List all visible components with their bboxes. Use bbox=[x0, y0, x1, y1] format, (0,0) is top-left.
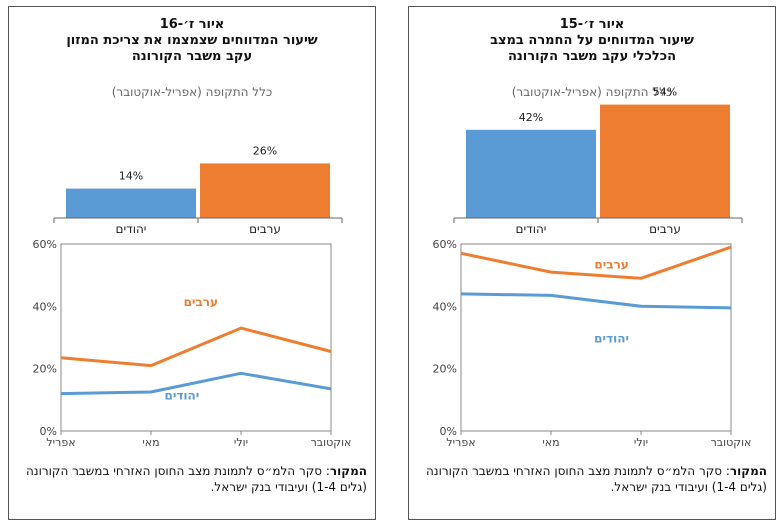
source-text: : סקר הלמ״ס לתמונת מצב החוסן האזרחי במשב… bbox=[425, 464, 767, 494]
bar-category-label: ערבים bbox=[249, 222, 281, 236]
series-label: יהודים bbox=[164, 388, 199, 402]
chart-canvas: 14% יהודים 26% ערבים 0% 20% 40% 60% אפריל מאי יולי… bbox=[33, 144, 352, 449]
figure-number: איור ז׳-15 bbox=[559, 17, 625, 32]
figure-subtitle: כלל התקופה (אפריל-אוקטובר) bbox=[111, 85, 273, 99]
y-tick-label: 0% bbox=[40, 425, 57, 438]
source-label: המקור bbox=[729, 464, 767, 478]
figure-number: איור ז׳-16 bbox=[159, 17, 225, 32]
x-tick-label: אוקטובר bbox=[311, 436, 352, 449]
x-tick-label: אפריל bbox=[446, 436, 475, 449]
series-label: ערבים bbox=[594, 257, 628, 271]
bar-arabs bbox=[600, 104, 730, 218]
source-label: המקור bbox=[329, 464, 367, 478]
figure-title-line: שיעור המדווחים שצמצמו את צריכת המזון bbox=[66, 33, 318, 48]
bar-jews bbox=[66, 188, 196, 218]
bar-value-label: 54% bbox=[653, 86, 677, 99]
figure-title-line: עקב משבר הקורונה bbox=[131, 49, 253, 64]
series-line-jews bbox=[60, 371, 332, 396]
bar-category-label: יהודים bbox=[116, 222, 147, 236]
series-line-arabs bbox=[460, 245, 732, 280]
y-tick-label: 60% bbox=[33, 238, 57, 251]
x-tick-label: מאי bbox=[542, 436, 559, 449]
y-tick-label: 40% bbox=[33, 300, 57, 313]
x-tick-label: יולי bbox=[634, 436, 648, 449]
bar-category-label: יהודים bbox=[516, 222, 547, 236]
bar-value-label: 14% bbox=[119, 170, 143, 183]
figure-subtitle: כלל התקופה (אפריל-אוקטובר) bbox=[511, 85, 673, 99]
series-label: יהודים bbox=[594, 331, 629, 345]
series-label: ערבים bbox=[184, 295, 218, 309]
y-tick-label: 60% bbox=[433, 238, 457, 251]
bar-arabs bbox=[200, 163, 330, 218]
source-text: : סקר הלמ״ס לתמונת מצב החוסן האזרחי במשב… bbox=[25, 464, 367, 494]
y-tick-label: 40% bbox=[433, 300, 457, 313]
source-note: המקור: סקר הלמ״ס לתמונת מצב החוסן האזרחי… bbox=[17, 463, 367, 495]
bar-value-label: 42% bbox=[519, 111, 543, 124]
plot-area bbox=[460, 243, 732, 432]
x-tick-label: אוקטובר bbox=[711, 436, 752, 449]
x-tick-label: אפריל bbox=[46, 436, 75, 449]
chart-canvas: 42% יהודים 54% ערבים 0% 20% 40% 60% אפריל מאי יולי… bbox=[433, 86, 752, 449]
source-note: המקור: סקר הלמ״ס לתמונת מצב החוסן האזרחי… bbox=[417, 463, 767, 495]
y-tick-label: 0% bbox=[440, 425, 457, 438]
figure-title-line: שיעור המדווחים על החמרה במצב bbox=[490, 33, 694, 48]
figure-title: איור ז׳-15 שיעור המדווחים על החמרה במצב … bbox=[409, 17, 775, 65]
bar-value-label: 26% bbox=[253, 144, 277, 157]
bar-category-label: ערבים bbox=[649, 222, 681, 236]
figure-16-panel: איור ז׳-16 שיעור המדווחים שצמצמו את צריכ… bbox=[8, 6, 376, 520]
series-line-arabs bbox=[60, 326, 332, 368]
figure-15-panel: איור ז׳-15 שיעור המדווחים על החמרה במצב … bbox=[408, 6, 776, 520]
figure-title-line: הכלכלי עקב משבר הקורונה bbox=[507, 49, 677, 64]
series-line-jews bbox=[460, 292, 732, 310]
plot-area bbox=[60, 243, 332, 432]
y-tick-label: 20% bbox=[433, 363, 457, 376]
bar-jews bbox=[466, 129, 596, 218]
y-tick-label: 20% bbox=[33, 363, 57, 376]
x-tick-label: יולי bbox=[234, 436, 248, 449]
figure-title: איור ז׳-16 שיעור המדווחים שצמצמו את צריכ… bbox=[9, 17, 375, 65]
x-tick-label: מאי bbox=[142, 436, 159, 449]
